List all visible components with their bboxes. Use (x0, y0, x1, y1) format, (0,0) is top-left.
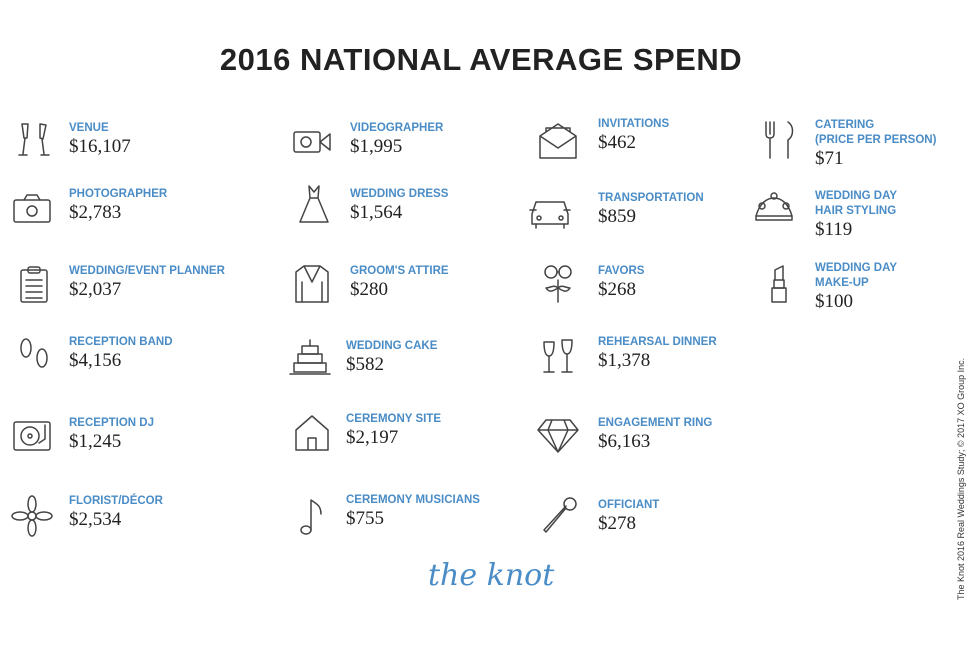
spend-item: FAVORS $268 (598, 264, 644, 301)
spend-item: PHOTOGRAPHER $2,783 (69, 187, 167, 224)
item-label: WEDDING DRESS (350, 188, 449, 200)
spend-item: RECEPTION DJ $1,245 (69, 416, 154, 453)
item-amount: $100 (815, 291, 853, 312)
spend-item: CEREMONY MUSICIANS $755 (346, 493, 480, 530)
source-credit: The Knot 2016 Real Weddings Study; © 201… (956, 357, 966, 600)
spend-item: WEDDING DRESS $1,564 (350, 187, 448, 224)
item-amount: $6,163 (598, 431, 651, 452)
tiara-icon (752, 186, 796, 230)
car-icon (528, 188, 572, 232)
mustache-glasses-icon (536, 260, 580, 304)
item-amount: $462 (598, 132, 636, 153)
item-label: WEDDING DAY MAKE-UP (815, 262, 897, 289)
fork-knife-icon (758, 118, 802, 162)
item-amount: $268 (598, 279, 636, 300)
house-icon (290, 410, 334, 454)
spend-item: TRANSPORTATION $859 (598, 191, 704, 228)
item-amount: $278 (598, 513, 636, 534)
item-label: WEDDING CAKE (346, 340, 438, 352)
spend-item: VENUE $16,107 (69, 121, 131, 158)
spend-item: RECEPTION BAND $4,156 (69, 335, 173, 372)
cake-icon (288, 334, 332, 378)
item-label: CEREMONY SITE (346, 413, 441, 425)
item-amount: $2,783 (69, 202, 122, 223)
spend-item: CEREMONY SITE $2,197 (346, 412, 441, 449)
the-knot-logo: the knot (428, 558, 555, 593)
item-label: TRANSPORTATION (598, 192, 704, 204)
clipboard-icon (12, 262, 56, 306)
item-amount: $2,534 (69, 509, 122, 530)
suit-jacket-icon (290, 262, 334, 306)
turntable-icon (10, 412, 54, 456)
flower-icon (10, 494, 54, 538)
music-note-icon (292, 494, 336, 538)
item-amount: $280 (350, 279, 388, 300)
item-label: REHEARSAL DINNER (598, 336, 717, 348)
item-amount: $859 (598, 206, 636, 227)
spend-item: OFFICIANT $278 (598, 498, 659, 535)
spend-item: REHEARSAL DINNER $1,378 (598, 335, 717, 372)
item-label: CATERING (PRICE PER PERSON) (815, 119, 937, 146)
item-amount: $582 (346, 354, 384, 375)
lipstick-icon (758, 262, 802, 306)
envelope-icon (536, 118, 580, 162)
item-amount: $2,037 (69, 279, 122, 300)
item-label: RECEPTION DJ (69, 417, 154, 429)
item-amount: $119 (815, 219, 853, 240)
spend-item: WEDDING CAKE $582 (346, 339, 437, 376)
champagne-glasses-icon (12, 118, 56, 162)
spend-item: WEDDING DAY HAIR STYLING $119 (815, 189, 897, 241)
spend-item: VIDEOGRAPHER $1,995 (350, 121, 443, 158)
item-label: PHOTOGRAPHER (69, 188, 168, 200)
item-label: FLORIST/DÉCOR (69, 495, 163, 507)
spend-item: ENGAGEMENT RING $6,163 (598, 416, 712, 453)
footprints-icon (12, 332, 56, 376)
item-amount: $1,245 (69, 431, 122, 452)
microphone-icon (538, 494, 582, 538)
camera-icon (10, 186, 54, 230)
spend-item: GROOM'S ATTIRE $280 (350, 264, 449, 301)
item-amount: $4,156 (69, 350, 122, 371)
item-amount: $16,107 (69, 136, 131, 157)
spend-item: WEDDING DAY MAKE-UP $100 (815, 261, 897, 313)
item-amount: $1,378 (598, 350, 651, 371)
spend-item: FLORIST/DÉCOR $2,534 (69, 494, 163, 531)
wine-glasses-icon (536, 334, 580, 378)
item-label: FAVORS (598, 265, 645, 277)
spend-item: INVITATIONS $462 (598, 117, 669, 154)
spend-item: CATERING (PRICE PER PERSON) $71 (815, 118, 936, 170)
item-label: GROOM'S ATTIRE (350, 265, 449, 277)
item-label: WEDDING DAY HAIR STYLING (815, 190, 897, 217)
item-label: VENUE (69, 122, 109, 134)
item-amount: $2,197 (346, 427, 399, 448)
spend-item: WEDDING/EVENT PLANNER $2,037 (69, 264, 225, 301)
item-label: ENGAGEMENT RING (598, 417, 713, 429)
item-amount: $71 (815, 148, 844, 169)
page-title: 2016 NATIONAL AVERAGE SPEND (219, 42, 743, 77)
item-amount: $1,564 (350, 202, 403, 223)
item-label: VIDEOGRAPHER (350, 122, 444, 134)
item-label: OFFICIANT (598, 499, 660, 511)
dress-icon (292, 182, 336, 226)
item-amount: $755 (346, 508, 384, 529)
item-label: RECEPTION BAND (69, 336, 173, 348)
item-label: CEREMONY MUSICIANS (346, 494, 480, 506)
diamond-icon (536, 412, 580, 456)
item-label: INVITATIONS (598, 118, 670, 130)
item-label: WEDDING/EVENT PLANNER (69, 265, 225, 277)
video-camera-icon (290, 120, 334, 164)
item-amount: $1,995 (350, 136, 403, 157)
